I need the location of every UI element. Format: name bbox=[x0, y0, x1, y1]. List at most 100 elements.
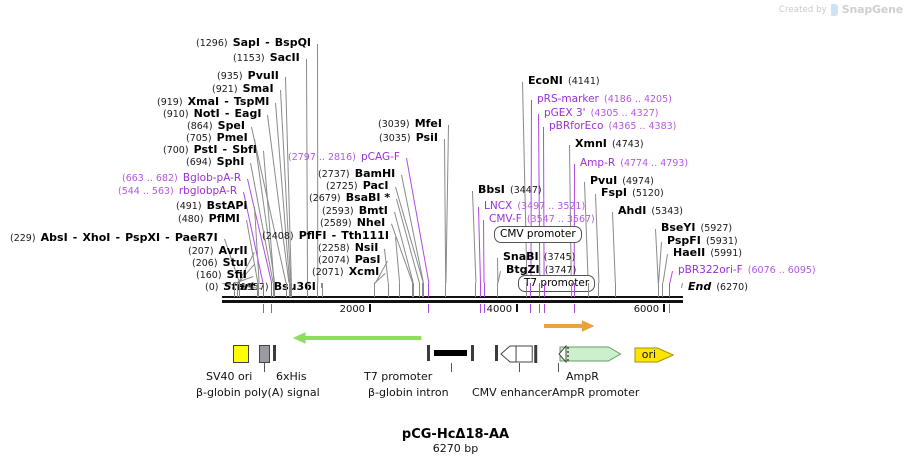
site-label-pmeI[interactable]: (705) PmeI bbox=[186, 130, 248, 144]
feature-stem-bglobin-polya bbox=[264, 363, 266, 372]
feature-label-bglobin-polya: β-globin poly(A) signal bbox=[196, 386, 320, 399]
site-label-pcagf[interactable]: (2797 .. 2816) pCAG-F bbox=[288, 149, 400, 164]
site-position-pspFI: (5931) bbox=[706, 236, 738, 247]
site-label-nheI[interactable]: (2589) NheI bbox=[320, 215, 385, 229]
site-label-bseYI[interactable]: BseYI (5927) bbox=[661, 220, 732, 234]
site-name-pcagf: pCAG-F bbox=[360, 151, 400, 163]
feature-label-ampr-promoter: AmpR promoter bbox=[552, 386, 640, 399]
site-label-avrII[interactable]: (207) AvrII bbox=[188, 243, 248, 257]
site-label-bstapi[interactable]: (491) BstAPI bbox=[176, 198, 248, 212]
site-label-pflmi[interactable]: (480) PflMI bbox=[178, 211, 240, 225]
site-label-bamHI[interactable]: (2737) BamHI bbox=[318, 166, 395, 180]
feature-ampr-feat[interactable] bbox=[559, 345, 622, 367]
ruler-tick-2000 bbox=[369, 304, 372, 312]
site-tick-bbsI bbox=[475, 283, 477, 297]
site-label-stuI[interactable]: (206) StuI bbox=[192, 255, 248, 269]
site-label-bmtI[interactable]: (2593) BmtI bbox=[322, 203, 388, 217]
site-label-sphI[interactable]: (694) SphI bbox=[186, 154, 244, 168]
site-label-pstI[interactable]: (700) PstI - SbfI bbox=[163, 142, 257, 156]
leader-line-cmvf bbox=[483, 219, 485, 283]
site-name-haeII: HaeII bbox=[673, 246, 706, 259]
region-arrow-right[interactable] bbox=[543, 318, 595, 337]
site-label-psiI[interactable]: (3035) PsiI bbox=[379, 130, 438, 144]
site-label-bsu36I[interactable]: (1357) Bsu36I bbox=[237, 279, 316, 293]
site-label-pspFI[interactable]: PspFI (5931) bbox=[667, 233, 738, 247]
site-dash-sapI: - bbox=[265, 36, 270, 49]
callout-cmv-promoter[interactable]: CMV promoter bbox=[494, 226, 582, 243]
primer-tick-pbr322 bbox=[669, 304, 671, 313]
site-label-sfiI[interactable]: (160) SfiI bbox=[196, 267, 247, 281]
feature-bglobin-polya[interactable] bbox=[259, 345, 271, 363]
site-label-xmaI[interactable]: (919) XmaI - TspMI bbox=[157, 94, 269, 108]
site-position-ampr: (4774 .. 4793) bbox=[620, 158, 689, 169]
snapgene-watermark: Created by SnapGene bbox=[779, 3, 903, 16]
site-label-notI[interactable]: (910) NotI - EagI bbox=[163, 106, 261, 120]
site-name-speI: SpeI bbox=[217, 119, 245, 132]
leader-line-mfeI bbox=[445, 125, 449, 284]
site-dash3-absI: - bbox=[165, 231, 170, 244]
site-label-rbglob[interactable]: (544 .. 563) rbglobpA-R bbox=[118, 183, 237, 198]
feature-6xhis[interactable] bbox=[273, 345, 277, 361]
site-label-pbr322[interactable]: pBR322ori-F (6076 .. 6095) bbox=[678, 262, 816, 277]
site-label-lncx[interactable]: LNCX (3497 .. 3521) bbox=[484, 198, 585, 213]
site-name-pbrforeco: pBRforEco bbox=[549, 120, 604, 132]
leader-line-bbsI bbox=[472, 190, 477, 283]
feature-t7-promoter-feat[interactable] bbox=[494, 345, 498, 361]
site-name-nsiI: NsiI bbox=[354, 241, 379, 254]
primer-tick-pbrforeco bbox=[543, 304, 545, 313]
site-position-sacII: (1153) bbox=[233, 53, 265, 64]
site-label-econI[interactable]: EcoNI (4141) bbox=[528, 73, 600, 87]
leader-line-ahdI bbox=[612, 211, 616, 283]
feature-bglobin-intron[interactable] bbox=[427, 345, 475, 361]
ruler-tick-6000 bbox=[663, 304, 666, 312]
site-tick-pacI bbox=[422, 283, 424, 297]
site-label-smaI[interactable]: (921) SmaI bbox=[212, 81, 274, 95]
site-label-ahdI[interactable]: AhdI (5343) bbox=[618, 203, 683, 217]
site-label-btgzI[interactable]: BtgZI (3747) bbox=[506, 262, 576, 276]
site-label-pvuII[interactable]: (935) PvuII bbox=[217, 68, 279, 82]
feature-label-6xhis: 6xHis bbox=[276, 370, 307, 383]
site-label-pvuI[interactable]: PvuI (4974) bbox=[590, 173, 654, 187]
site-name-pvuII: PvuII bbox=[247, 69, 279, 82]
site-label-sapI[interactable]: (1296) SapI - BspQI bbox=[196, 35, 311, 49]
ruler-tick-label-4000: 4000 bbox=[486, 304, 513, 315]
site-label-prsmark[interactable]: pRS-marker (4186 .. 4205) bbox=[537, 91, 672, 106]
site-name-bstapi: BstAPI bbox=[206, 199, 248, 212]
site-label-bsabI[interactable]: (2679) BsaBI * bbox=[309, 190, 390, 204]
site-label-pacI[interactable]: (2725) PacI bbox=[326, 178, 389, 192]
feature-ampr-promoter[interactable] bbox=[556, 344, 568, 367]
primer-tick-prsmark bbox=[530, 304, 532, 313]
region-arrow-left[interactable] bbox=[292, 330, 422, 349]
site-tick-pflfi bbox=[399, 283, 401, 297]
site-label-xcmI[interactable]: (2071) XcmI bbox=[312, 264, 379, 278]
site-label-pflfi[interactable]: (2408) PflFI - Tth111I bbox=[262, 228, 389, 242]
site-tick-pvuII bbox=[290, 283, 292, 297]
site-label-sacII[interactable]: (1153) SacII bbox=[233, 50, 300, 64]
site-position-pvuI: (4974) bbox=[622, 176, 654, 187]
feature-cmv-enhancer[interactable] bbox=[500, 345, 538, 367]
site-label-ampr[interactable]: Amp-R (4774 .. 4793) bbox=[580, 155, 689, 170]
site-tick-ampr bbox=[573, 283, 575, 297]
feature-stem-bglobin-intron bbox=[450, 363, 452, 372]
site-label-fspI[interactable]: FspI (5120) bbox=[601, 185, 664, 199]
site-label-pasI[interactable]: (2074) PasI bbox=[318, 252, 381, 266]
site-label-nsiI[interactable]: (2258) NsiI bbox=[318, 240, 378, 254]
site-label-pbrforeco[interactable]: pBRforEco (4365 .. 4383) bbox=[549, 118, 676, 133]
site-label-pgex3[interactable]: pGEX 3' (4305 .. 4327) bbox=[544, 105, 659, 120]
site-label-xmnI[interactable]: XmnI (4743) bbox=[575, 136, 644, 150]
site-label-absI[interactable]: (229) AbsI - XhoI - PspXI - PaeR7I bbox=[10, 230, 218, 244]
site-label-bbsI[interactable]: BbsI (3447) bbox=[478, 182, 542, 196]
feature-sv40-ori[interactable] bbox=[233, 345, 249, 363]
site-label-haeII[interactable]: HaeII (5991) bbox=[673, 245, 742, 259]
site-label-end[interactable]: End (6270) bbox=[688, 279, 748, 293]
site-label-speI[interactable]: (864) SpeI bbox=[187, 118, 245, 132]
site-label-bglobpa[interactable]: (663 .. 682) Bglob-pA-R bbox=[122, 170, 241, 185]
feature-ori[interactable] bbox=[634, 345, 675, 369]
ruler-line-top bbox=[222, 296, 683, 298]
site-name2-notI: EagI bbox=[234, 107, 262, 120]
site-label-mfeI[interactable]: (3039) MfeI bbox=[378, 116, 442, 130]
site-label-cmvf[interactable]: CMV-F (3547 .. 3567) bbox=[489, 211, 595, 226]
site-tick-lncx bbox=[479, 283, 481, 297]
site-position-smaI: (921) bbox=[212, 84, 238, 95]
site-label-snabI[interactable]: SnaBI (3745) bbox=[503, 249, 575, 263]
